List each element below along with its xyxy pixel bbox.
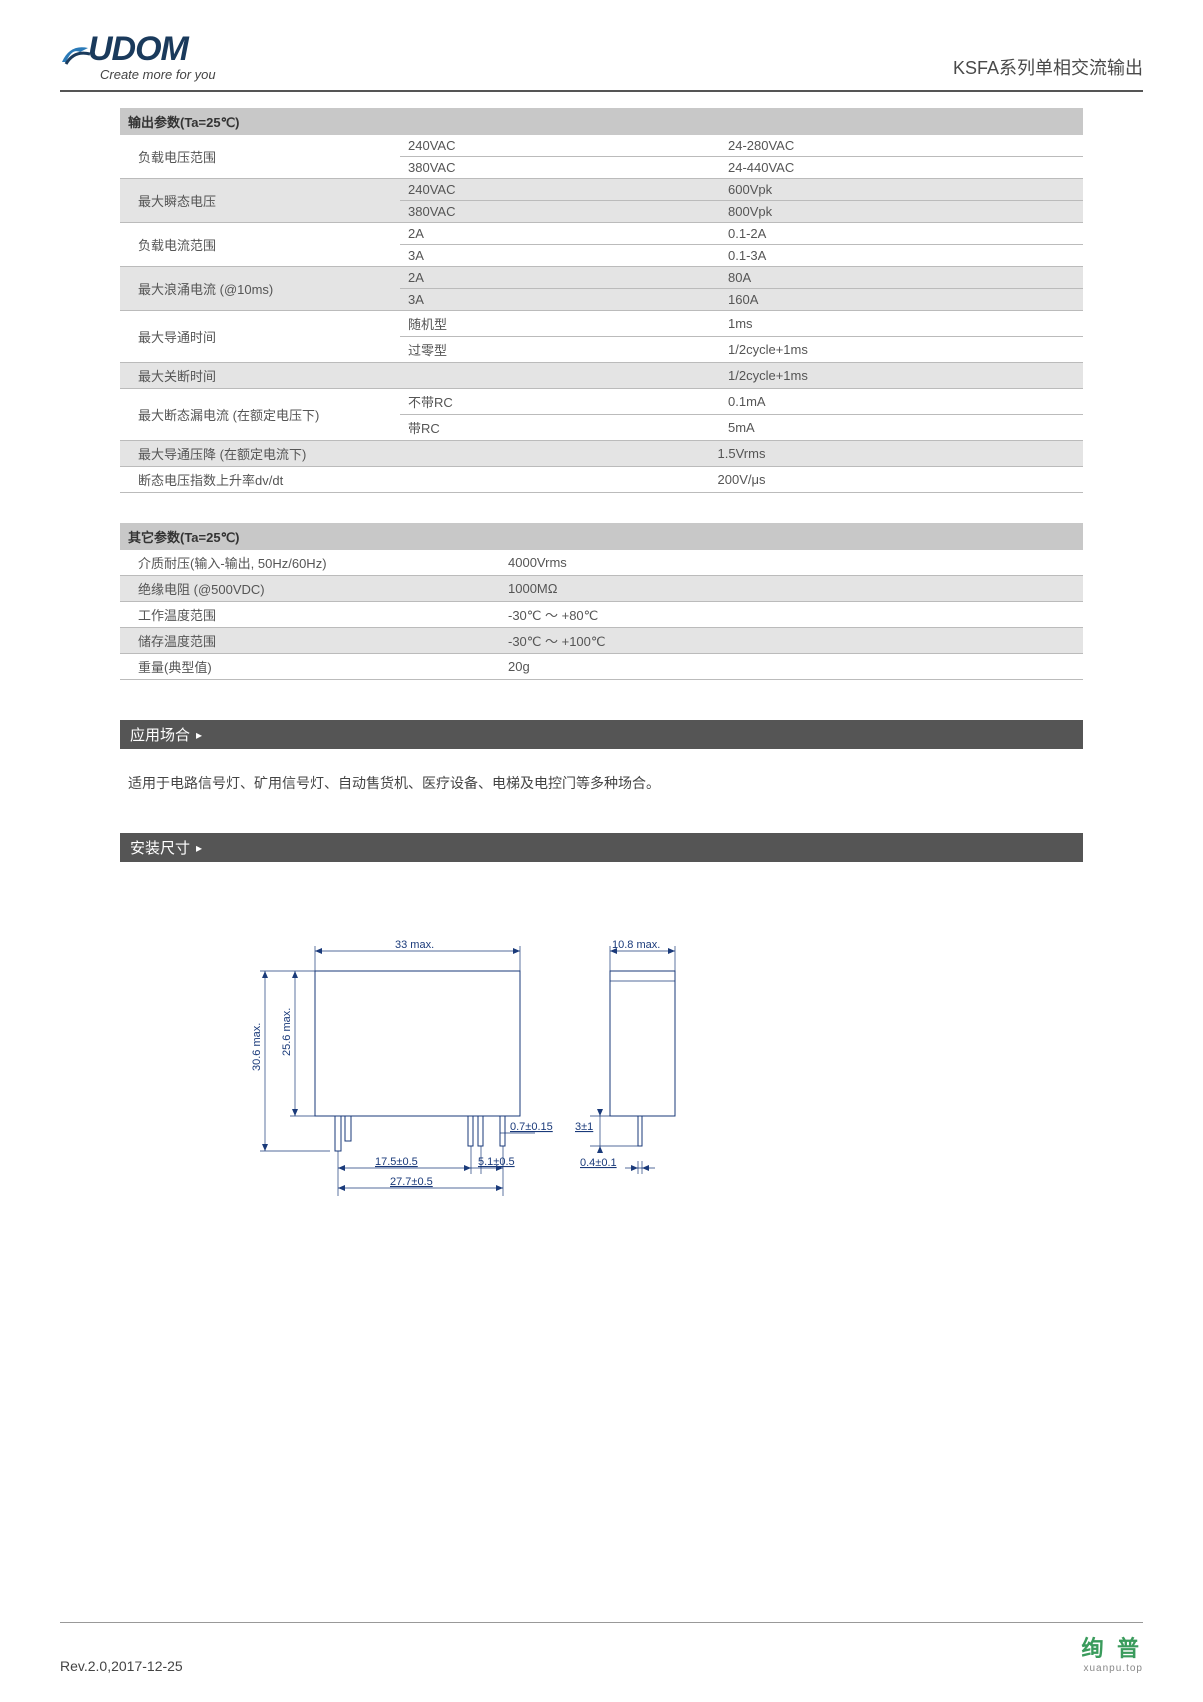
svg-text:3±1: 3±1 [575,1121,593,1133]
param-value: 200V/μs [400,467,1083,493]
svg-text:17.5±0.5: 17.5±0.5 [375,1156,418,1168]
param-value: 1/2cycle+1ms [720,337,1083,363]
param-label: 工作温度范围 [120,602,500,628]
param-label: 断态电压指数上升率dv/dt [120,467,400,493]
footer-brand: 绚 普 [1081,1631,1143,1663]
param-value: -30℃ ～ +100℃ [500,628,1083,654]
page-footer: Rev.2.0,2017-12-25 绚 普 xuanpu.top [60,1622,1143,1674]
table-row: 储存温度范围-30℃ ～ +100℃ [120,628,1083,654]
table-header: 其它参数(Ta=25℃) [120,523,1083,550]
table-row: 工作温度范围-30℃ ～ +80℃ [120,602,1083,628]
svg-text:0.7±0.15: 0.7±0.15 [510,1121,553,1133]
param-label: 负载电流范围 [120,223,400,267]
param-mid: 2A [400,223,720,245]
svg-text:33 max.: 33 max. [395,939,434,951]
svg-text:5.1±0.5: 5.1±0.5 [478,1156,515,1168]
param-value: 20g [500,654,1083,680]
param-mid: 240VAC [400,179,720,201]
param-label: 重量(典型值) [120,654,500,680]
param-value: 1ms [720,311,1083,337]
table-header: 输出参数(Ta=25℃) [120,108,1083,135]
param-value: 80A [720,267,1083,289]
param-value: 0.1-3A [720,245,1083,267]
param-label: 最大瞬态电压 [120,179,400,223]
param-value: 800Vpk [720,201,1083,223]
param-label: 绝缘电阻 (@500VDC) [120,576,500,602]
logo-block: UDOM Create more for you [60,30,216,82]
tagline: Create more for you [100,67,216,82]
page-header: UDOM Create more for you KSFA系列单相交流输出 [60,30,1143,82]
svg-text:30.6 max.: 30.6 max. [251,1023,263,1071]
param-value: 600Vpk [720,179,1083,201]
param-mid: 过零型 [400,337,720,363]
param-label: 储存温度范围 [120,628,500,654]
table-row: 最大导通压降 (在额定电流下)1.5Vrms [120,441,1083,467]
table-row: 负载电流范围2A0.1-2A [120,223,1083,245]
output-params-table: 输出参数(Ta=25℃) 负载电压范围240VAC24-280VAC380VAC… [120,108,1083,493]
other-params-table: 其它参数(Ta=25℃) 介质耐压(输入-输出, 50Hz/60Hz)4000V… [120,523,1083,680]
table-row: 绝缘电阻 (@500VDC)1000MΩ [120,576,1083,602]
param-label: 最大关断时间 [120,363,400,389]
table-row: 重量(典型值)20g [120,654,1083,680]
param-value: 24-280VAC [720,135,1083,157]
param-mid: 不带RC [400,389,720,415]
param-mid: 380VAC [400,157,720,179]
param-mid: 2A [400,267,720,289]
svg-text:27.7±0.5: 27.7±0.5 [390,1176,433,1188]
table-row: 断态电压指数上升率dv/dt200V/μs [120,467,1083,493]
param-value: 1000MΩ [500,576,1083,602]
dimensions-section-header: 安装尺寸 [120,833,1083,862]
footer-url: xuanpu.top [1081,1663,1143,1674]
param-value: 1/2cycle+1ms [720,363,1083,389]
svg-text:10.8 max.: 10.8 max. [612,939,660,951]
param-value: 0.1mA [720,389,1083,415]
param-mid: 240VAC [400,135,720,157]
param-label: 负载电压范围 [120,135,400,179]
param-mid: 380VAC [400,201,720,223]
table-row: 负载电压范围240VAC24-280VAC [120,135,1083,157]
application-section-header: 应用场合 [120,720,1083,749]
param-label: 介质耐压(输入-输出, 50Hz/60Hz) [120,550,500,576]
table-row: 最大导通时间随机型1ms [120,311,1083,337]
param-value: 5mA [720,415,1083,441]
param-label: 最大导通时间 [120,311,400,363]
param-value: 24-440VAC [720,157,1083,179]
param-value: 1.5Vrms [400,441,1083,467]
table-row: 介质耐压(输入-输出, 50Hz/60Hz)4000Vrms [120,550,1083,576]
logo-swoosh-icon [60,38,92,66]
logo-text: UDOM [88,30,188,69]
param-value: 160A [720,289,1083,311]
logo: UDOM [60,30,216,69]
param-mid: 带RC [400,415,720,441]
param-value: 4000Vrms [500,550,1083,576]
table-row: 最大关断时间 1/2cycle+1ms [120,363,1083,389]
table-row: 最大浪涌电流 (@10ms)2A80A [120,267,1083,289]
param-label: 最大导通压降 (在额定电流下) [120,441,400,467]
param-mid: 3A [400,289,720,311]
param-label: 最大断态漏电流 (在额定电压下) [120,389,400,441]
header-divider [60,90,1143,92]
dimension-drawing: 33 max. 30.6 max. 25.6 max. [120,886,1083,1221]
revision-text: Rev.2.0,2017-12-25 [60,1658,183,1674]
param-value: -30℃ ～ +80℃ [500,602,1083,628]
application-text: 适用于电路信号灯、矿用信号灯、自动售货机、医疗设备、电梯及电控门等多种场合。 [120,773,1083,793]
svg-text:0.4±0.1: 0.4±0.1 [580,1157,617,1169]
param-label: 最大浪涌电流 (@10ms) [120,267,400,311]
table-row: 最大瞬态电压240VAC600Vpk [120,179,1083,201]
param-mid: 3A [400,245,720,267]
product-title: KSFA系列单相交流输出 [953,54,1143,82]
param-value: 0.1-2A [720,223,1083,245]
svg-text:25.6 max.: 25.6 max. [281,1008,293,1056]
table-row: 最大断态漏电流 (在额定电压下)不带RC0.1mA [120,389,1083,415]
footer-brand-block: 绚 普 xuanpu.top [1081,1631,1143,1674]
param-mid: 随机型 [400,311,720,337]
